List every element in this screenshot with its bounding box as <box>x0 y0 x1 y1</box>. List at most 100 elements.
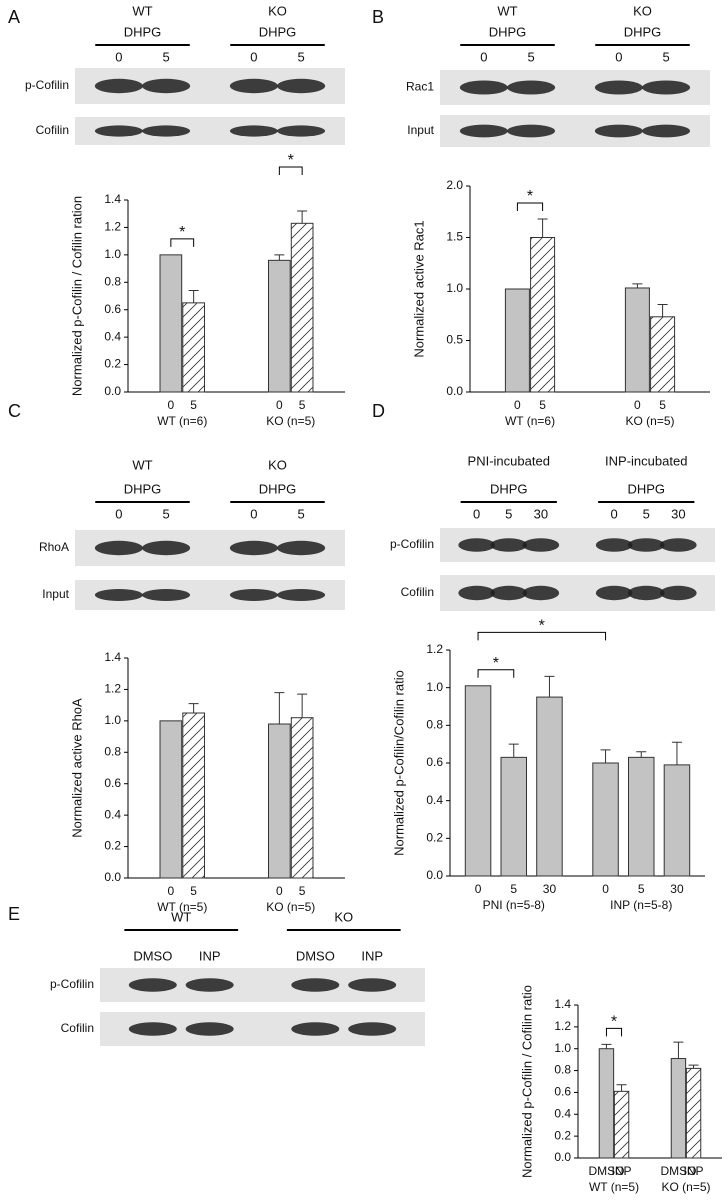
lane-label: 5 <box>505 506 512 521</box>
panel-letter: B <box>372 7 384 27</box>
blot-band <box>490 538 528 552</box>
treatment-label: DHPG <box>124 481 162 496</box>
y-tick-label: 0.2 <box>426 831 443 845</box>
x-tick-label: INP <box>612 1164 632 1178</box>
bar <box>268 259 291 393</box>
blot-band <box>94 78 143 94</box>
error-bar <box>544 675 555 698</box>
row-label: RhoA <box>39 540 69 554</box>
x-tick-label: INP <box>684 1164 704 1178</box>
y-tick-label: 0.4 <box>554 1106 571 1120</box>
group-label: KO (n=5) <box>266 414 315 428</box>
y-tick-label: 1.2 <box>104 682 121 696</box>
lane-label: 5 <box>298 49 305 64</box>
blot-band <box>291 1022 340 1036</box>
panel-letter: D <box>372 401 385 421</box>
y-tick-label: 1.2 <box>104 220 121 234</box>
blot-band <box>595 538 633 552</box>
blot-band <box>229 589 278 601</box>
blot-band <box>490 585 528 601</box>
lane-label: 0 <box>250 49 257 64</box>
y-tick-label: 0.5 <box>446 333 463 347</box>
x-tick-label: DMSO <box>660 1164 696 1178</box>
bar <box>182 302 205 393</box>
bar <box>290 717 314 879</box>
lane-label: DMSO <box>133 948 172 963</box>
bar <box>504 288 530 393</box>
blot-band <box>594 124 643 138</box>
lane-label: INP <box>199 948 221 963</box>
y-tick-label: 1.4 <box>104 192 121 206</box>
blot-band <box>291 978 340 992</box>
lane-label: 5 <box>663 49 670 64</box>
error-bar <box>671 741 682 765</box>
significance-label: * <box>493 655 499 672</box>
y-tick-label: 1.0 <box>446 281 463 295</box>
treatment-label: DHPG <box>627 481 665 496</box>
group-label: KO (n=5) <box>625 414 674 428</box>
y-axis-label: Normalized active RhoA <box>69 698 84 838</box>
blot-band <box>660 538 697 552</box>
lane-label: 0 <box>611 506 618 521</box>
blot-band <box>642 80 691 95</box>
error-bar <box>636 751 647 758</box>
lane-label: 0 <box>480 49 487 64</box>
y-tick-label: 0.4 <box>104 807 121 821</box>
row-label: Input <box>407 123 434 137</box>
x-tick-label: 0 <box>602 882 609 896</box>
group-label: WT <box>132 457 152 472</box>
bar <box>592 762 619 877</box>
error-bar <box>274 254 285 261</box>
significance-label: * <box>611 1014 617 1031</box>
x-tick-label: 30 <box>670 882 684 896</box>
y-tick-label: 1.4 <box>104 650 121 664</box>
group-label: WT (n=6) <box>157 414 207 428</box>
y-tick-label: 1.2 <box>426 642 443 656</box>
significance-bracket <box>477 669 515 678</box>
error-bar <box>632 283 643 288</box>
bar <box>159 720 183 879</box>
group-label: PNI (n=5-8) <box>483 898 545 912</box>
error-bar <box>274 692 285 724</box>
y-tick-label: 0.8 <box>104 744 121 758</box>
y-tick-label: 0.2 <box>554 1128 571 1142</box>
significance-bracket <box>516 202 544 211</box>
blot-band <box>642 124 691 138</box>
treatment-label: DHPG <box>259 481 297 496</box>
treatment-label: DHPG <box>259 24 297 39</box>
blot-band <box>348 978 397 992</box>
blot-band <box>229 125 278 137</box>
x-tick-label: 0 <box>168 398 175 412</box>
group-label: KO <box>268 457 287 472</box>
bar <box>500 756 527 877</box>
error-bar <box>508 743 519 758</box>
y-tick-label: 0.0 <box>426 868 443 882</box>
y-tick-label: 0.0 <box>446 384 463 398</box>
treatment-label: DHPG <box>624 24 662 39</box>
error-bar <box>188 290 199 303</box>
significance-bracket <box>605 1027 623 1037</box>
x-tick-label: 5 <box>299 884 306 898</box>
group-label: WT <box>132 3 152 18</box>
group-label: WT (n=5) <box>157 900 207 914</box>
y-tick-label: 0.0 <box>104 384 121 398</box>
significance-bracket <box>477 631 607 641</box>
x-tick-label: 0 <box>634 398 641 412</box>
bar <box>613 1090 630 1159</box>
y-tick-label: 0.0 <box>554 1150 571 1164</box>
lane-label: 5 <box>163 506 170 521</box>
y-tick-label: 0.8 <box>104 274 121 288</box>
blot-band <box>142 540 191 556</box>
row-label: Rac1 <box>406 80 434 94</box>
y-tick-label: 1.0 <box>104 247 121 261</box>
bar <box>159 254 183 393</box>
bar <box>268 723 291 879</box>
blot-band <box>185 1022 234 1036</box>
blot-band <box>277 78 326 94</box>
bar <box>536 696 563 877</box>
blot-band <box>348 1022 397 1036</box>
lane-label: INP <box>361 948 383 963</box>
blot-band <box>522 538 560 552</box>
x-tick-label: 5 <box>539 398 546 412</box>
error-bar <box>657 303 668 317</box>
